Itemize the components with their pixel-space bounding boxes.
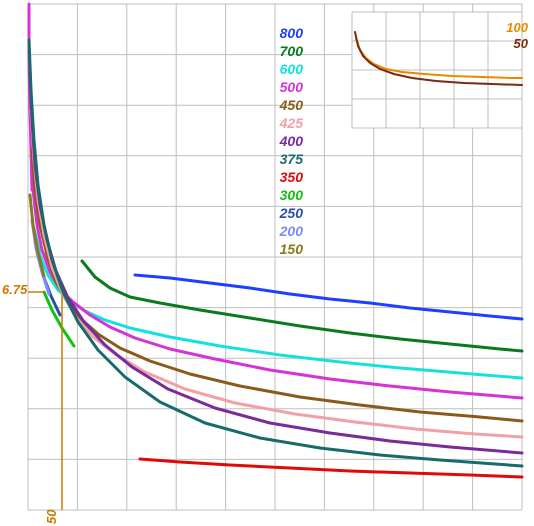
legend-label-400: 400 (279, 133, 304, 149)
curve-chart: 800 700 600 500 450 425 400 375 350 300 250 200 150 6… (0, 0, 534, 526)
y-marker-label: 6.75 (2, 282, 28, 297)
legend-label-500: 500 (280, 79, 304, 95)
legend-label-450: 450 (279, 97, 304, 113)
legend-label-250: 250 (279, 205, 304, 221)
x-marker-label: 50 (44, 509, 59, 524)
legend-label-200: 200 (279, 223, 304, 239)
legend-label-700: 700 (280, 43, 304, 59)
inset-legend-50: 50 (514, 36, 529, 51)
legend-label-800: 800 (280, 25, 304, 41)
legend-label-350: 350 (280, 169, 304, 185)
inset-chart: 10050 (352, 12, 529, 128)
legend-label-300: 300 (280, 187, 304, 203)
legend-label-425: 425 (279, 115, 304, 131)
legend-label-600: 600 (280, 61, 304, 77)
legend-label-150: 150 (280, 241, 304, 257)
inset-legend-100: 100 (506, 20, 528, 35)
legend-label-375: 375 (280, 151, 304, 167)
